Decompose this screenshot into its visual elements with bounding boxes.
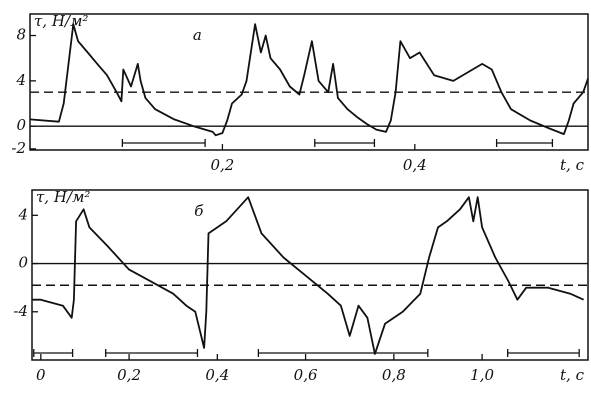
- x-axis-label: t, c: [560, 156, 585, 174]
- x-tick-label: 0: [36, 366, 46, 384]
- y-axis-label: τ, Н/м²: [36, 188, 90, 206]
- x-tick-label: 0,2: [117, 366, 141, 384]
- y-tick-label: 4: [17, 205, 28, 223]
- plot-frame: [31, 189, 589, 361]
- plot-frame: [29, 13, 589, 151]
- x-axis-label: t, c: [560, 366, 585, 384]
- y-tick-label: -2: [11, 139, 26, 157]
- x-tick-label: 0,2: [210, 156, 234, 174]
- y-tick-label: 0: [16, 116, 26, 134]
- y-tick-label: 4: [15, 71, 26, 89]
- x-tick-label: 0,8: [382, 366, 406, 384]
- y-tick-label: 8: [16, 26, 26, 44]
- data-line: [29, 23, 589, 137]
- interval-marker: [314, 139, 376, 147]
- x-tick-label: 0,4: [205, 366, 229, 384]
- x-tick-label: 1,0: [470, 366, 494, 384]
- interval-marker: [507, 349, 580, 357]
- interval-marker: [257, 349, 429, 357]
- interval-marker: [121, 139, 206, 147]
- y-tick-label: -4: [13, 302, 28, 320]
- x-tick-label: 0,4: [403, 156, 427, 174]
- interval-marker: [495, 139, 554, 147]
- interval-marker: [33, 349, 74, 357]
- data-line: [32, 196, 584, 355]
- panel-label: б: [194, 202, 204, 220]
- x-tick-label: 0,6: [294, 366, 318, 384]
- interval-marker: [105, 349, 199, 357]
- y-tick-label: 0: [18, 254, 28, 272]
- panel-label: a: [193, 26, 202, 44]
- y-axis-label: τ, Н/м²: [34, 12, 88, 30]
